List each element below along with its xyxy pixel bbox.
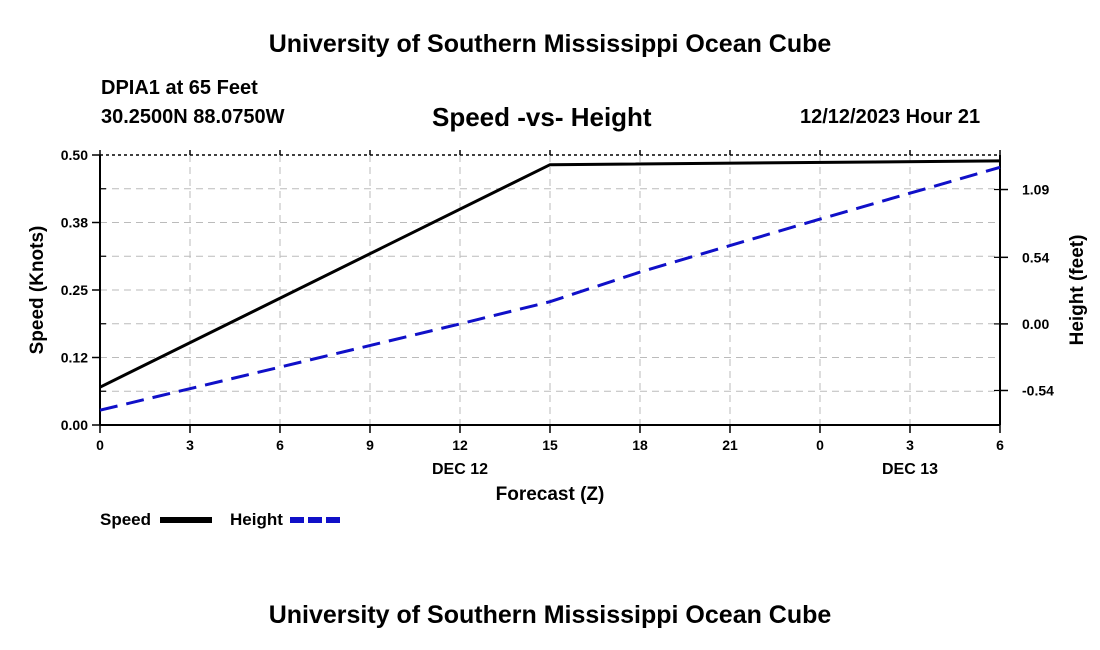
x-tick-label: 21 [722,437,738,453]
y-right-tick-label: 0.00 [1022,316,1049,332]
y-left-axis-title: Speed (Knots) [27,226,48,355]
x-axis-title: Forecast (Z) [496,484,605,505]
x-tick-label: 0 [96,437,104,453]
grid-lines [100,155,1000,425]
y-right-tick-label: -0.54 [1022,382,1054,398]
legend-label-height: Height [230,510,283,529]
main-title: University of Southern Mississippi Ocean… [268,30,832,58]
forecast-date: 12/12/2023 Hour 21 [800,106,981,128]
x-tick-label: 3 [906,437,914,453]
chart-series [99,159,1001,412]
station-name: DPIA1 at 65 Feet [101,77,258,99]
y-left-tick-label: 0.25 [61,282,88,298]
chart-axes [92,150,1008,433]
y-left-tick-label: 0.00 [61,417,88,433]
y-left-tick-label: 0.50 [61,147,88,163]
legend-label-speed: Speed [100,510,152,529]
station-coordinates: 30.2500N 88.0750W [101,106,285,128]
x-tick-label: 15 [542,437,558,453]
legend-item-speed: Speed [100,510,220,530]
chart-labels: 0 3 6 9 12 15 18 21 0 3 6 0.00 0.12 0.25 0.38 0.50 -0.54… [27,147,1088,523]
y-right-axis-title: Height (feet) [1067,235,1088,346]
legend-item-height: Height [230,510,350,530]
x-tick-label: 12 [452,437,468,453]
x-tick-label: 18 [632,437,648,453]
footer-title: University of Southern Mississippi Ocean… [268,601,832,629]
day-label: DEC 12 [432,461,488,478]
x-tick-label: 6 [276,437,284,453]
y-right-tick-label: 1.09 [1022,182,1049,198]
series-line-speed [99,159,1001,389]
x-tick-label: 3 [186,437,194,453]
day-label: DEC 13 [882,461,938,478]
x-tick-label: 0 [816,437,824,453]
y-left-tick-label: 0.12 [61,350,88,366]
x-tick-label: 6 [996,437,1004,453]
chart-title: Speed -vs- Height [432,102,652,132]
y-right-tick-label: 0.54 [1022,249,1049,265]
y-left-tick-label: 0.38 [61,215,88,231]
x-tick-label: 9 [366,437,374,453]
series-line-height [99,165,1001,412]
